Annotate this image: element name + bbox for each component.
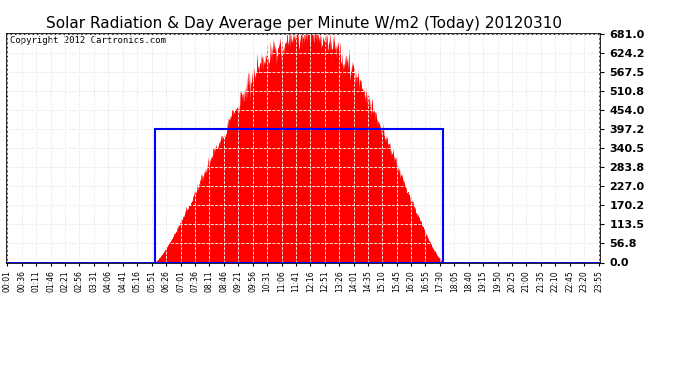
Title: Solar Radiation & Day Average per Minute W/m2 (Today) 20120310: Solar Radiation & Day Average per Minute…	[46, 16, 562, 31]
Text: Copyright 2012 Cartronics.com: Copyright 2012 Cartronics.com	[10, 36, 166, 45]
Bar	[155, 129, 443, 262]
